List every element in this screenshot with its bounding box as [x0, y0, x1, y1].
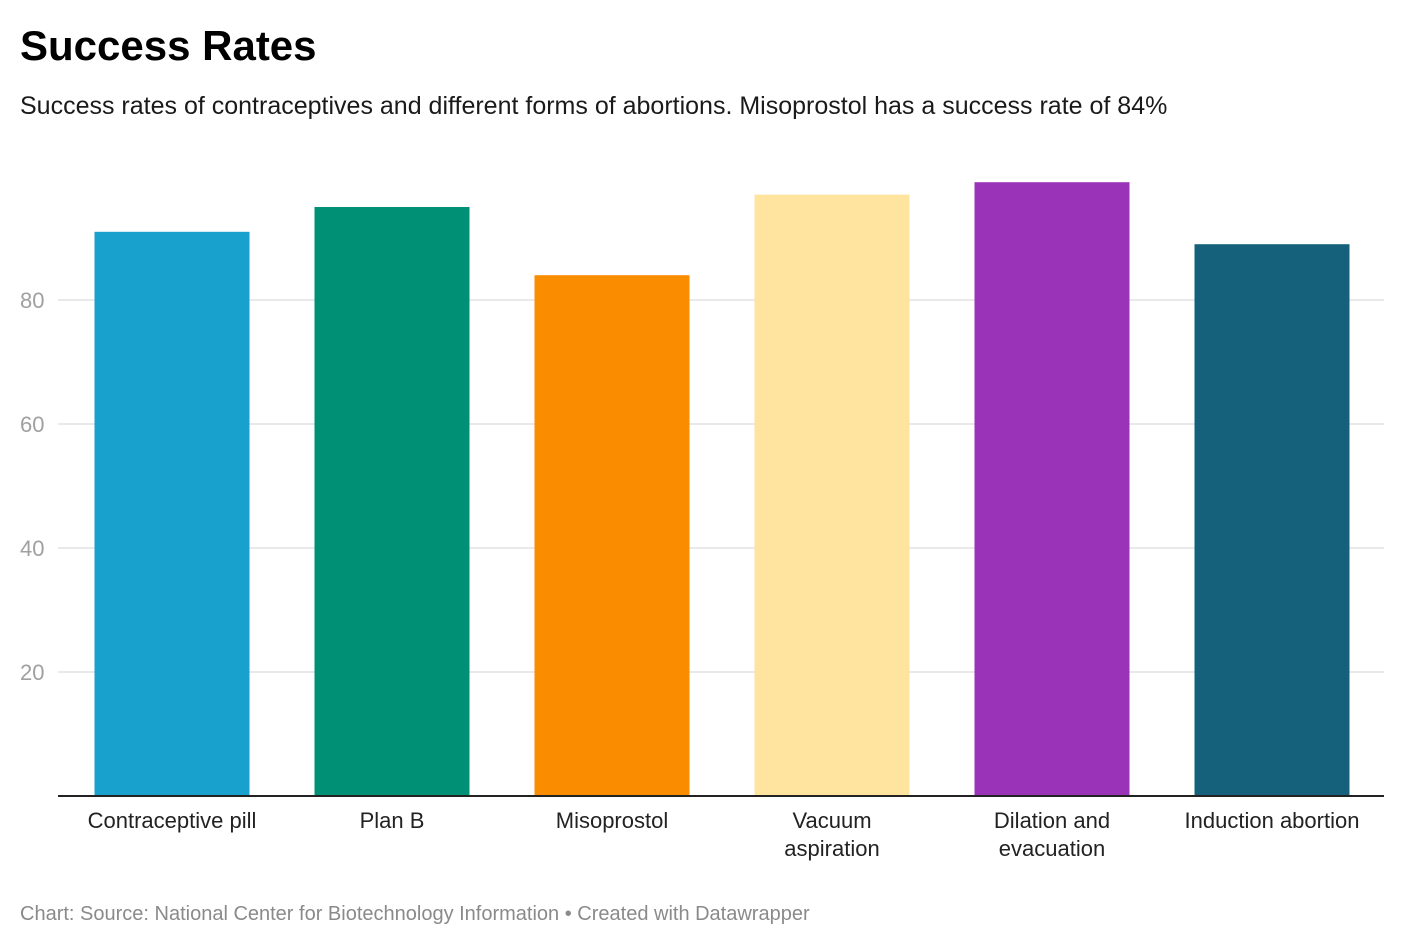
x-tick-label: Vacuum aspiration	[784, 808, 879, 861]
chart-footer: Chart: Source: National Center for Biote…	[20, 903, 810, 925]
x-tick-label: Induction abortion	[1185, 808, 1360, 833]
y-tick-label: 60	[20, 412, 44, 437]
chart-title: Success Rates	[20, 22, 317, 69]
y-tick-label: 40	[20, 536, 44, 561]
bar-misoprostol	[534, 275, 690, 796]
bar-plan-b	[314, 207, 470, 796]
x-tick-label: Dilation and evacuation	[994, 808, 1110, 861]
gridlines: 20 40 60 80	[20, 288, 1384, 685]
bar-chart: 20 40 60 80 Contraceptive pill Plan B Misopro…	[20, 182, 1384, 861]
x-tick-label: Plan B	[360, 808, 425, 833]
x-tick-label: Contraceptive pill	[88, 808, 257, 833]
y-tick-label: 20	[20, 660, 44, 685]
bar-induction-abortion	[1194, 244, 1350, 796]
bar-dilation-and-evacuation	[974, 182, 1130, 796]
bar-contraceptive-pill	[94, 231, 250, 797]
x-tick-label: Misoprostol	[556, 808, 668, 833]
bar-vacuum-aspiration	[754, 194, 910, 797]
y-tick-label: 80	[20, 288, 44, 313]
chart-subtitle: Success rates of contraceptives and diff…	[20, 92, 1168, 120]
category-labels: Contraceptive pill Plan B Misoprostol Vacuu…	[88, 808, 1360, 861]
bars	[94, 182, 1350, 797]
